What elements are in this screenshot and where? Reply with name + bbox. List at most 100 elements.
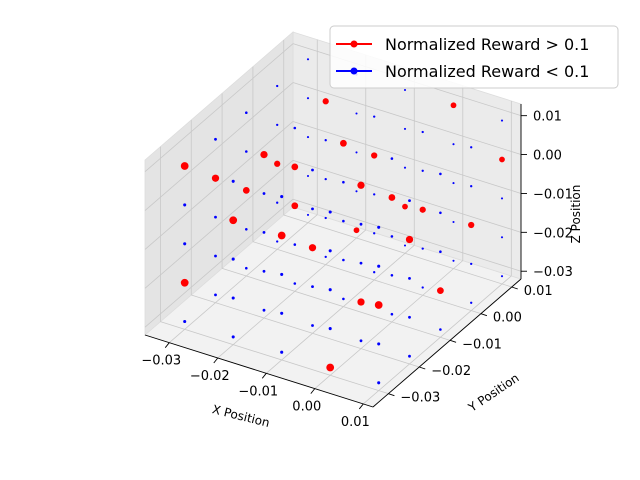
- z-gridline-back: [292, 121, 522, 194]
- low-reward-point: [262, 269, 266, 273]
- low-reward-point: [311, 207, 314, 211]
- high-reward-point: [374, 301, 383, 309]
- axis-lines: [144, 104, 527, 410]
- low-reward-point: [311, 324, 314, 327]
- low-reward-point: [377, 342, 381, 346]
- low-reward-point: [328, 327, 332, 331]
- low-reward-point: [214, 215, 217, 219]
- high-reward-point: [229, 216, 238, 225]
- low-reward-point: [421, 286, 424, 289]
- low-reward-point: [245, 150, 248, 153]
- low-reward-point: [262, 192, 266, 195]
- y-gridline-floor: [252, 241, 482, 315]
- low-reward-point: [390, 235, 394, 238]
- high-reward-point: [437, 287, 444, 294]
- low-reward-point: [342, 219, 345, 223]
- low-reward-point: [231, 296, 235, 300]
- low-reward-point: [377, 264, 381, 268]
- legend: Normalized Reward > 0.1 Normalized Rewar…: [329, 25, 619, 89]
- low-reward-point: [231, 335, 235, 339]
- low-reward-point: [306, 213, 310, 216]
- low-reward-point: [183, 242, 187, 246]
- low-reward-point: [439, 250, 442, 253]
- z-gridline-left: [144, 198, 294, 328]
- low-reward-point: [452, 143, 455, 146]
- y-axis-line: [372, 278, 522, 408]
- y-tick-mark: [480, 313, 488, 317]
- low-reward-point: [183, 319, 187, 324]
- low-reward-point: [500, 119, 504, 122]
- z-tick-label: −0.02: [533, 226, 573, 241]
- y-tick-mark: [388, 393, 395, 397]
- high-reward-point: [242, 187, 250, 194]
- y-axis-title: Y Position: [465, 371, 522, 416]
- low-reward-point: [342, 258, 345, 262]
- low-reward-point: [245, 266, 248, 270]
- high-reward-point: [180, 162, 189, 170]
- y-tick-mark: [449, 339, 457, 343]
- low-reward-point: [245, 228, 248, 231]
- high-reward-point: [322, 98, 329, 105]
- data-points: [180, 58, 505, 385]
- low-reward-point: [183, 203, 187, 207]
- y-tick-label: −0.02: [431, 364, 471, 379]
- low-reward-point: [280, 311, 284, 315]
- x-gridline-floor: [168, 214, 318, 343]
- high-reward-point: [340, 139, 347, 147]
- low-reward-point: [324, 139, 327, 142]
- low-reward-point: [306, 97, 310, 100]
- low-reward-point: [342, 297, 345, 301]
- y-tick-mark: [511, 286, 518, 290]
- x-tick-label: 0.00: [292, 400, 321, 415]
- high-reward-point: [357, 298, 365, 306]
- z-tick-label: 0.01: [533, 110, 562, 125]
- x-tick-label: −0.02: [190, 369, 230, 384]
- high-reward-point: [357, 181, 365, 189]
- low-reward-point: [452, 259, 455, 262]
- high-reward-point: [402, 203, 408, 210]
- x-tick-mark: [213, 357, 219, 364]
- x-axis-title: X Position: [211, 402, 271, 430]
- high-reward-point: [419, 206, 426, 213]
- low-reward-point: [390, 312, 394, 316]
- y-gridline-floor: [221, 267, 451, 341]
- low-reward-point: [470, 301, 473, 304]
- z-gridline-left: [144, 43, 294, 172]
- x-tick-label: −0.01: [238, 384, 278, 399]
- x-tick-mark: [261, 373, 267, 379]
- y-tick-label: 0.01: [524, 284, 553, 299]
- x-tick-label: 0.01: [341, 415, 370, 430]
- low-reward-point: [470, 146, 473, 149]
- low-reward-point: [390, 274, 394, 277]
- low-reward-point: [231, 179, 235, 183]
- low-reward-point: [328, 288, 332, 292]
- low-reward-point: [276, 123, 279, 127]
- low-reward-point: [311, 168, 314, 172]
- low-reward-point: [377, 381, 381, 385]
- high-reward-point: [211, 174, 220, 182]
- low-reward-point: [408, 315, 411, 319]
- low-reward-point: [324, 255, 327, 259]
- legend-marker-low: [350, 67, 358, 75]
- left-pane: [144, 31, 294, 336]
- low-reward-point: [470, 262, 473, 266]
- low-reward-point: [306, 58, 310, 61]
- y-gridline-floor: [191, 294, 420, 368]
- low-reward-point: [306, 174, 310, 178]
- x-gridline-floor: [314, 260, 464, 389]
- low-reward-point: [452, 182, 455, 185]
- low-reward-point: [403, 88, 407, 92]
- z-tick-label: 0.00: [533, 149, 562, 164]
- z-gridline-back: [292, 82, 522, 155]
- low-reward-point: [500, 275, 504, 278]
- low-reward-point: [408, 354, 411, 358]
- low-reward-point: [421, 130, 424, 134]
- low-reward-point: [355, 190, 358, 193]
- low-reward-point: [359, 261, 363, 265]
- low-reward-point: [359, 339, 363, 343]
- legend-label-low: Normalized Reward < 0.1: [385, 62, 589, 81]
- low-reward-point: [276, 201, 279, 204]
- low-reward-point: [324, 177, 327, 181]
- low-reward-point: [439, 211, 442, 215]
- high-reward-point: [371, 152, 378, 159]
